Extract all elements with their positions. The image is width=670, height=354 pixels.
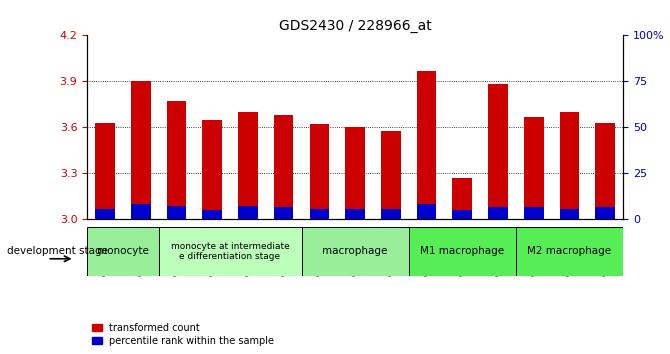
Bar: [452, 210, 472, 219]
Bar: [238, 206, 258, 219]
Bar: [524, 207, 543, 219]
Bar: [409, 227, 516, 276]
Bar: [596, 207, 615, 219]
Bar: [381, 131, 401, 219]
Bar: [131, 81, 151, 219]
Bar: [488, 85, 508, 219]
Bar: [167, 101, 186, 219]
Bar: [596, 123, 615, 219]
Bar: [95, 123, 115, 219]
Bar: [87, 227, 159, 276]
Bar: [202, 210, 222, 219]
Text: macrophage: macrophage: [322, 246, 388, 256]
Bar: [345, 209, 365, 219]
Bar: [381, 209, 401, 219]
Bar: [167, 206, 186, 219]
Bar: [159, 227, 302, 276]
Bar: [310, 209, 329, 219]
Bar: [524, 117, 543, 219]
Text: development stage: development stage: [7, 246, 108, 256]
Bar: [417, 204, 436, 219]
Bar: [302, 227, 409, 276]
Text: monocyte: monocyte: [97, 246, 149, 256]
Bar: [238, 112, 258, 219]
Bar: [452, 178, 472, 219]
Text: M1 macrophage: M1 macrophage: [420, 246, 505, 256]
Bar: [559, 209, 580, 219]
Bar: [202, 120, 222, 219]
Title: GDS2430 / 228966_at: GDS2430 / 228966_at: [279, 19, 431, 33]
Bar: [131, 204, 151, 219]
Bar: [95, 209, 115, 219]
Bar: [345, 127, 365, 219]
Bar: [310, 124, 329, 219]
Bar: [559, 112, 580, 219]
Bar: [274, 207, 293, 219]
Legend: transformed count, percentile rank within the sample: transformed count, percentile rank withi…: [92, 323, 275, 346]
Bar: [274, 115, 293, 219]
Bar: [417, 71, 436, 219]
Text: monocyte at intermediate
e differentiation stage: monocyte at intermediate e differentiati…: [171, 242, 289, 261]
Bar: [516, 227, 623, 276]
Bar: [488, 207, 508, 219]
Text: M2 macrophage: M2 macrophage: [527, 246, 612, 256]
